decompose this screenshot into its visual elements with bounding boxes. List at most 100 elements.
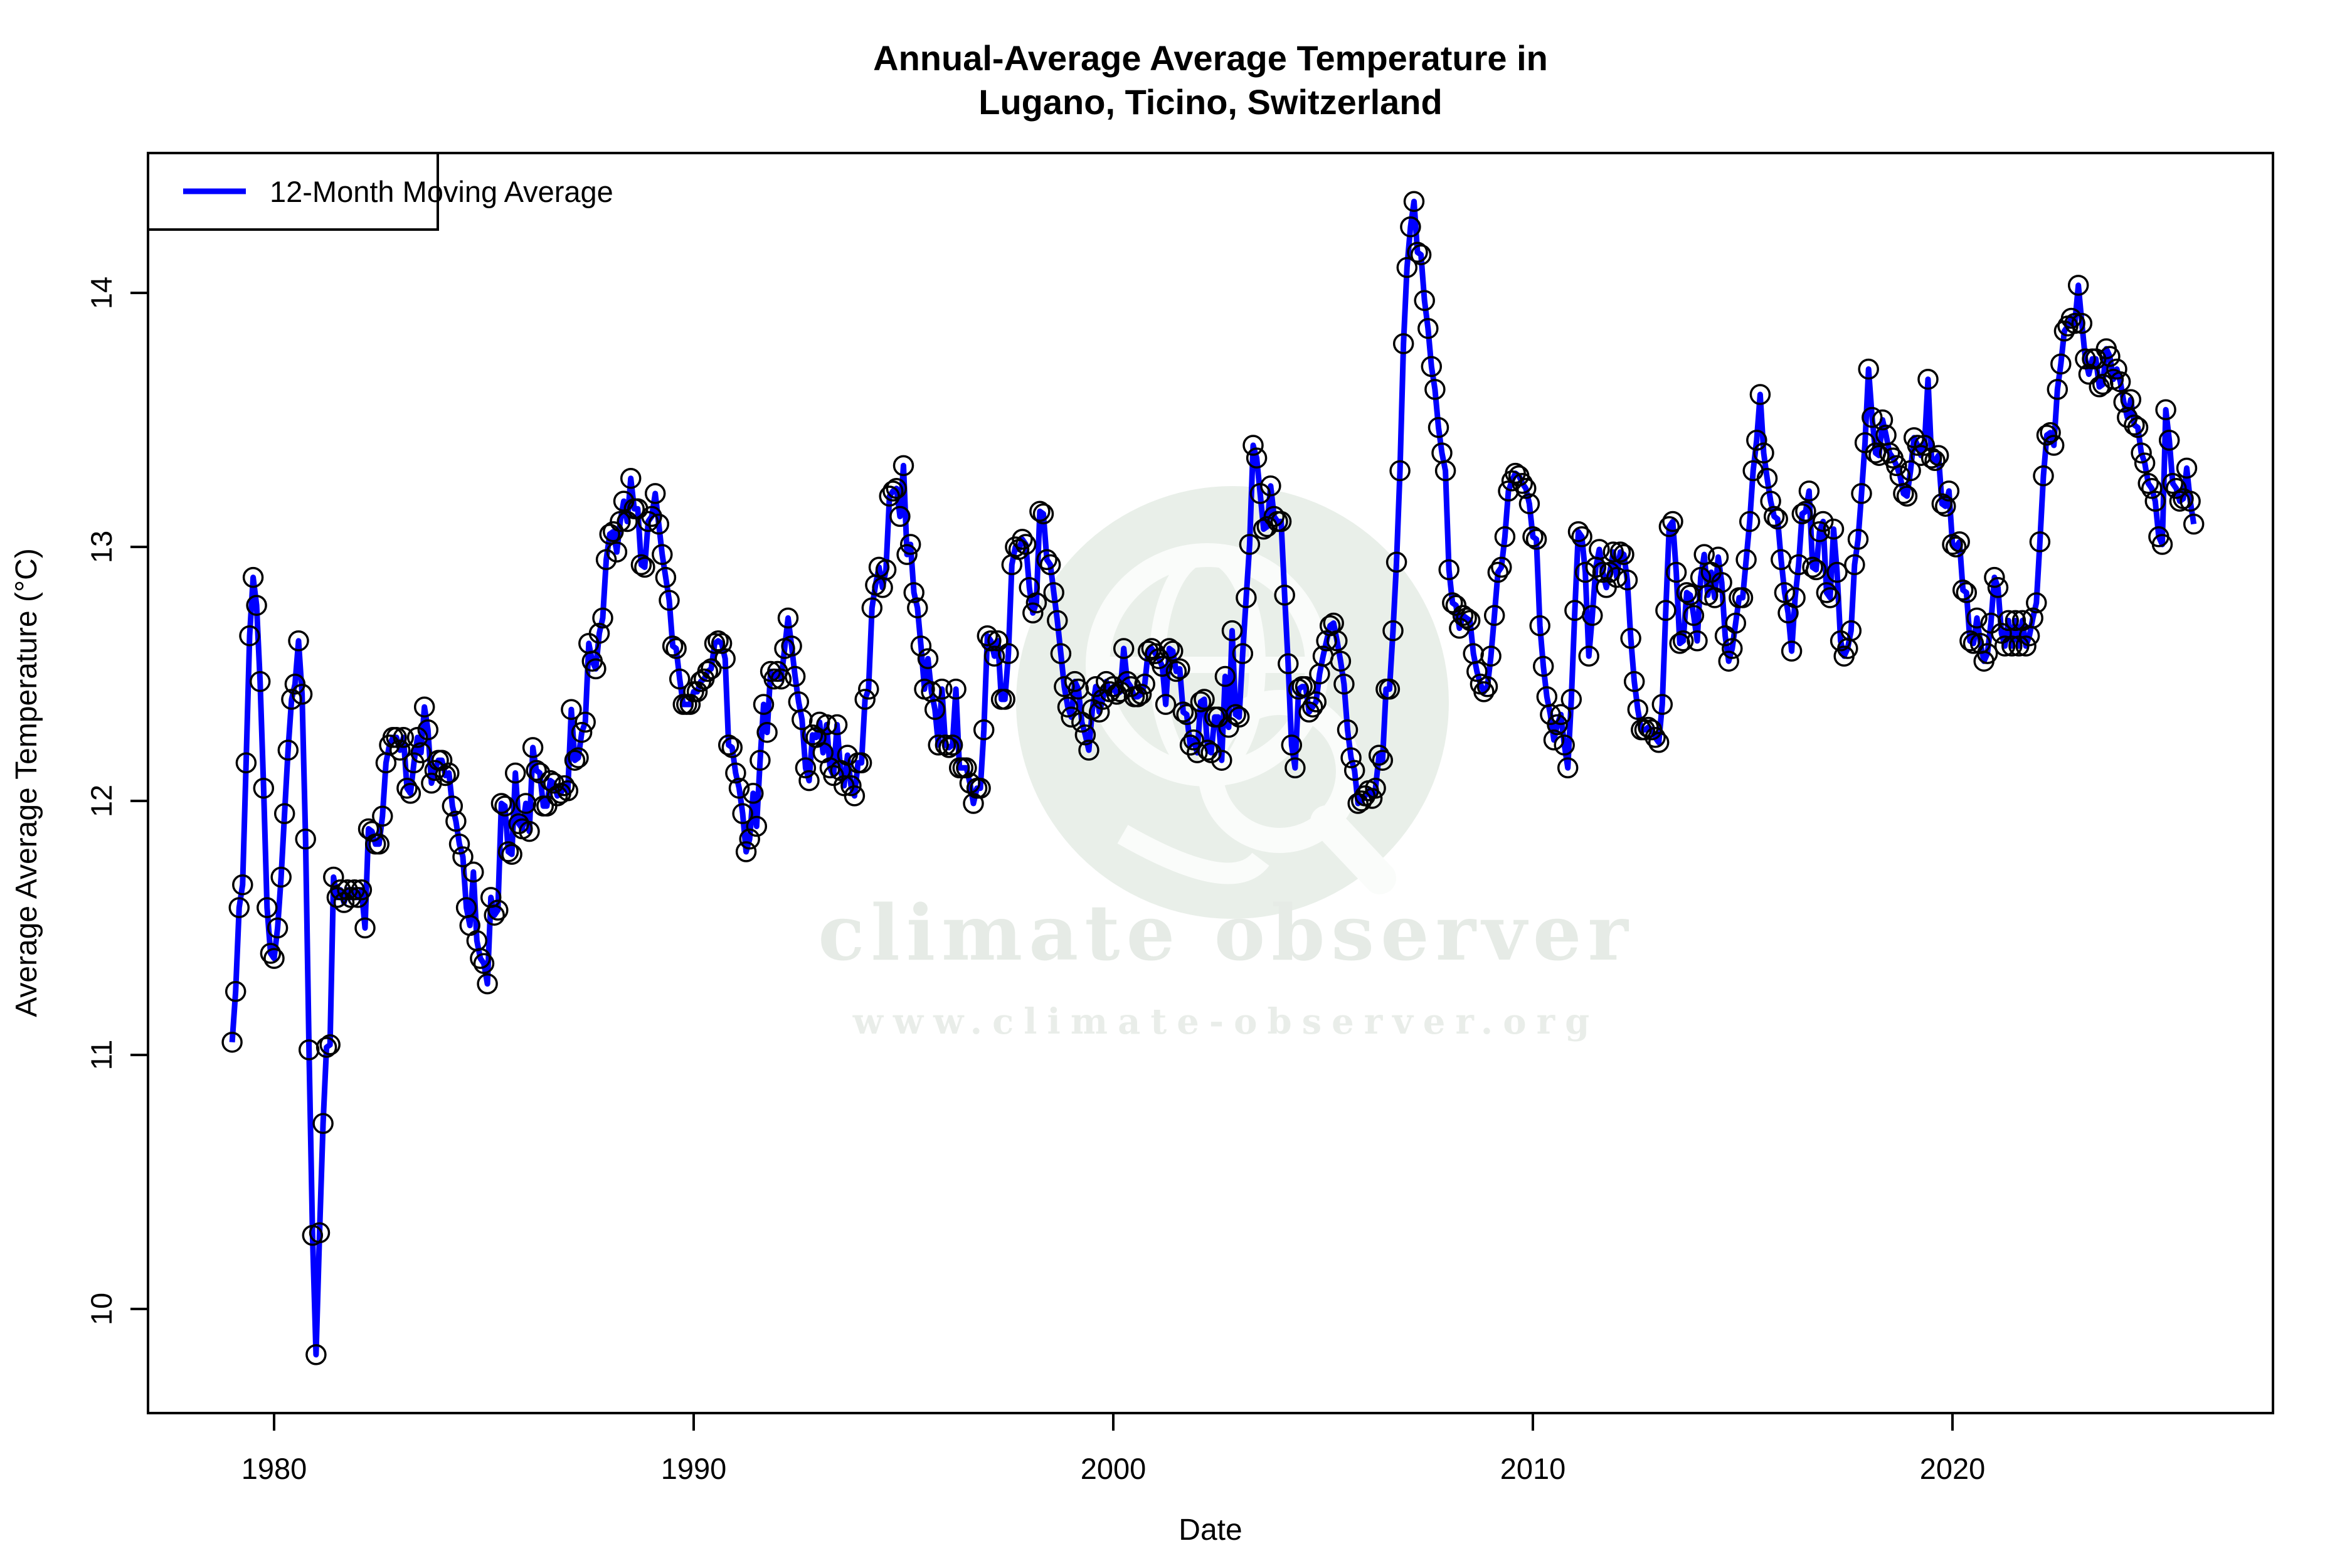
data-point-marker	[1931, 493, 1953, 514]
data-point-marker	[1337, 719, 1359, 741]
data-point-marker	[1749, 384, 1771, 405]
data-point-marker	[1260, 475, 1281, 497]
data-point-marker	[1791, 503, 1813, 525]
data-point-marker	[854, 689, 876, 710]
data-point-marker	[312, 1113, 334, 1135]
data-point-marker	[1805, 559, 1827, 581]
y-tick-label: 12	[85, 785, 118, 817]
data-point-marker	[1900, 460, 1921, 482]
data-point-marker	[333, 892, 355, 913]
data-point-marker	[641, 506, 662, 527]
data-point-marker	[368, 834, 390, 855]
data-point-marker	[1005, 536, 1026, 558]
data-point-marker	[2060, 307, 2082, 329]
data-point-marker	[1582, 605, 1603, 627]
data-point-marker	[1599, 561, 1621, 583]
data-point-marker	[305, 1344, 327, 1365]
data-point-marker	[679, 694, 701, 715]
data-point-marker	[1886, 455, 1907, 477]
data-point-marker	[1050, 643, 1072, 664]
data-point-marker	[886, 478, 908, 499]
data-point-marker	[1333, 673, 1355, 695]
data-point-marker	[1651, 694, 1673, 715]
data-point-marker	[802, 724, 824, 746]
data-point-marker	[1543, 729, 1565, 751]
data-point-marker	[1372, 750, 1394, 771]
data-point-marker	[1327, 630, 1348, 652]
data-point-marker	[228, 897, 250, 918]
data-point-marker	[2001, 635, 2023, 657]
data-point-marker	[1476, 676, 1498, 697]
data-point-marker	[1987, 577, 2009, 598]
chart-title-line2: Lugano, Ticino, Switzerland	[978, 82, 1442, 122]
data-point-marker	[585, 658, 607, 680]
data-point-marker	[1015, 534, 1037, 555]
data-point-marker	[1480, 645, 1502, 667]
data-point-marker	[2071, 312, 2093, 334]
data-point-marker	[606, 541, 628, 563]
data-point-marker	[2047, 379, 2069, 400]
data-point-marker	[1609, 541, 1631, 563]
data-point-marker	[903, 582, 924, 603]
data-point-marker	[743, 783, 764, 804]
watermark: climate observer www.climate-observer.or…	[818, 486, 1628, 1042]
data-point-marker	[899, 534, 921, 555]
data-point-marker	[1343, 760, 1365, 781]
data-point-marker	[417, 719, 439, 741]
legend-label: 12-Month Moving Average	[270, 175, 613, 208]
data-point-marker	[1396, 257, 1418, 278]
data-point-marker	[1767, 508, 1788, 530]
data-point-marker	[1760, 490, 1781, 512]
data-point-marker	[1774, 582, 1796, 603]
data-point-marker	[732, 803, 753, 825]
data-point-marker	[1274, 585, 1295, 606]
data-point-marker	[1949, 531, 1970, 553]
data-point-marker	[288, 630, 309, 652]
data-point-marker	[1316, 630, 1337, 652]
data-point-marker	[1214, 665, 1236, 687]
data-point-marker	[1795, 501, 1816, 522]
data-point-marker	[1823, 518, 1845, 540]
data-point-marker	[557, 780, 579, 802]
data-point-marker	[1844, 554, 1865, 576]
data-point-marker	[1998, 610, 2019, 632]
data-point-marker	[2120, 389, 2142, 410]
data-point-marker	[599, 523, 620, 545]
data-point-marker	[526, 760, 547, 781]
data-point-marker	[2144, 490, 2166, 512]
data-point-marker	[875, 559, 897, 581]
data-point-marker	[232, 874, 253, 896]
data-point-marker	[1379, 679, 1401, 700]
data-point-marker	[1298, 701, 1320, 723]
data-point-marker	[1781, 640, 1803, 662]
data-point-marker	[410, 742, 432, 763]
data-point-marker	[1155, 694, 1177, 715]
data-point-marker	[1655, 600, 1677, 622]
data-point-marker	[484, 904, 505, 926]
data-point-marker	[1039, 554, 1061, 576]
data-point-marker	[595, 549, 617, 571]
data-point-marker	[588, 622, 610, 644]
x-tick-label: 2020	[1920, 1452, 1986, 1485]
data-point-marker	[494, 795, 516, 817]
data-point-marker	[354, 917, 376, 939]
data-point-marker	[1868, 445, 1890, 466]
data-point-marker	[277, 739, 299, 761]
data-point-marker	[1113, 638, 1135, 659]
data-point-marker	[1616, 569, 1638, 591]
data-point-marker	[1417, 317, 1439, 339]
data-point-marker	[770, 668, 792, 690]
data-point-marker	[1522, 526, 1544, 548]
data-point-marker	[1295, 676, 1316, 697]
data-point-marker	[1414, 290, 1435, 311]
data-point-marker	[1574, 561, 1596, 583]
data-point-marker	[1910, 445, 1932, 466]
data-point-marker	[889, 506, 911, 527]
data-point-marker	[295, 829, 316, 850]
data-point-marker	[522, 737, 544, 758]
data-point-marker	[637, 511, 659, 532]
data-point-marker	[1858, 358, 1879, 380]
data-point-marker	[442, 795, 464, 817]
data-point-marker	[221, 1031, 243, 1053]
data-point-marker	[1096, 670, 1117, 692]
